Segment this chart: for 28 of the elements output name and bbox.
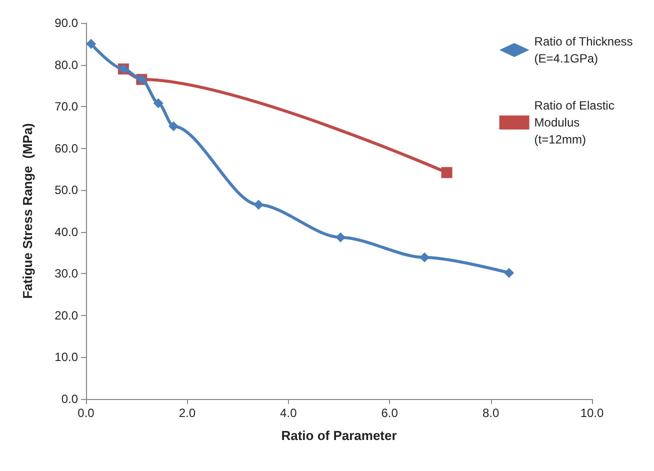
x-tick-label: 2.0 [178, 406, 196, 420]
legend-label: Ratio of Thickness (E=4.1GPa) [534, 34, 633, 66]
legend-label: Ratio of Elastic Modulus (t=12mm) [534, 98, 614, 146]
point [86, 38, 96, 49]
y-tick-label: 0.0 [61, 392, 78, 406]
y-tick-label: 70.0 [54, 100, 78, 114]
y-tick-label: 90.0 [54, 16, 78, 30]
x-tick-label: 8.0 [482, 406, 500, 420]
y-tick-label: 10.0 [54, 350, 78, 364]
y-axis-title: Fatigue Stress Range (MPa) [20, 123, 35, 299]
x-tick-label: 6.0 [381, 406, 398, 420]
y-tick-label: 30.0 [54, 266, 78, 281]
point [254, 200, 264, 210]
point [168, 121, 179, 132]
x-axis-title: Ratio of Parameter [281, 428, 397, 443]
x-tick-label: 0.0 [78, 406, 95, 420]
point [504, 268, 514, 278]
point [336, 232, 346, 242]
point [153, 98, 164, 108]
y-tick-label: 50.0 [54, 183, 78, 198]
point [420, 252, 430, 262]
x-tick-label: 4.0 [280, 406, 298, 420]
y-tick-label: 80.0 [54, 58, 78, 72]
y-tick-label: 40.0 [54, 224, 78, 239]
point [441, 167, 452, 178]
y-tick-label: 20.0 [54, 308, 78, 322]
x-tick-label: 10.0 [580, 406, 604, 420]
y-tick-label: 60.0 [54, 141, 78, 156]
